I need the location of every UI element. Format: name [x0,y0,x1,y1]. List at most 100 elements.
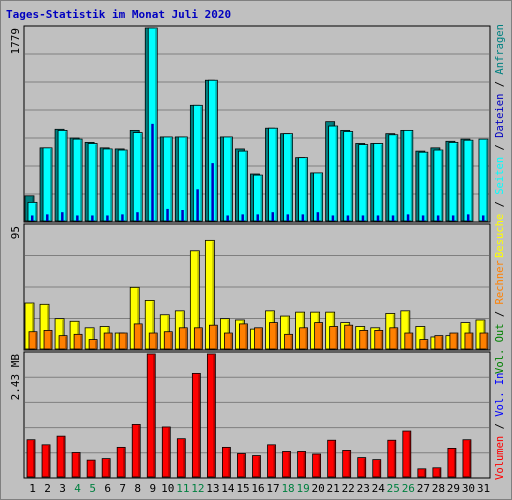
rechner-bar [449,332,459,350]
rechner-bar-shade [395,328,398,348]
legend-dateien: Dateien [494,94,506,138]
seiten-bar [421,215,425,221]
day-tick-label: 28 [432,482,445,495]
rechner-bar-shade [455,334,458,348]
volumen-bar-shade [93,461,95,476]
besuche-bar-shade [137,288,139,348]
seiten-bar [286,214,290,221]
volumen-bar [206,353,216,478]
volumen-bar [462,439,472,478]
seiten-bar [106,215,109,221]
day-tick-label: 30 [462,482,475,495]
seiten-bar [376,215,380,221]
day-tick-label: 27 [417,482,430,495]
rechner-bar [178,327,188,350]
volumen-bar-shade [288,452,291,476]
seiten-bar [391,215,395,221]
day-tick-label: 17 [266,482,279,495]
rechner-bar [163,331,173,350]
day-tick-label: 7 [119,482,126,495]
rechner-bar-shade [320,323,323,348]
dateien-bar-shade [125,151,127,220]
legend-separator: / [494,75,506,94]
dateien-bar-shade [395,135,398,220]
seiten-bar [76,215,79,221]
volumen-bar [116,446,126,478]
day-tick-label: 20 [312,482,325,495]
day-tick-label: 13 [206,482,219,495]
rechner-bar [404,332,414,350]
rechner-bar-shade [65,336,67,348]
volumen-bar-shade [318,455,321,476]
volumen-bar [237,453,246,478]
top-max-label: 1779 [9,28,22,55]
volumen-bar [417,468,427,478]
dateien-bar-shade [410,131,413,220]
volumen-bar-shade [363,458,366,476]
volumen-bar-shade [378,460,381,476]
seiten-bar [31,215,34,221]
volumen-bar [191,372,201,478]
volumen-bar-shade [333,441,336,476]
volumen-bar-shade [213,355,215,476]
legend-volumen: Volumen [494,436,506,480]
volumen-bar [86,459,96,478]
rechner-bar [133,323,143,350]
volumen-bar [387,439,397,478]
seiten-bar [331,215,335,221]
dateien-bar-shade [470,141,473,220]
volumen-bar [342,450,352,478]
rechner-bar-shade [185,328,187,348]
volumen-bar [327,439,337,478]
volumen-bar [71,452,81,478]
seiten-bar [121,214,124,221]
volumen-bar-shade [243,454,246,476]
seiten-bar [466,214,470,221]
rechner-bar [28,331,38,350]
seiten-bar [451,215,455,221]
legend-besuche: Besuche [494,214,506,258]
volumen-bar [176,438,186,478]
day-tick-label: 12 [191,482,204,495]
volumen-bar [447,448,457,478]
rechner-bar [239,323,248,350]
dateien-bar-shade [230,137,233,220]
dateien-bar-shade [305,158,308,220]
rechner-bar-shade [485,334,488,348]
rechner-bar [103,332,113,350]
rechner-bar-shade [365,331,368,348]
volumen-bar [41,444,51,478]
legend-vol-out: Vol. Out [494,323,506,374]
day-tick-label: 19 [296,482,309,495]
rechner-bar-shade [50,331,52,348]
volumen-bar-shade [123,448,125,476]
day-tick-label: 4 [74,482,81,495]
rechner-bar [464,332,474,350]
volumen-bar [222,446,231,478]
legend-separator: / [494,138,506,157]
volumen-bar-shade [168,427,170,476]
rechner-bar-shade [110,334,112,348]
dateien-bar-shade [110,149,112,220]
volumen-bar [432,467,442,478]
rechner-bar [314,322,324,350]
rechner-bar [208,324,218,350]
dateien-bar-shade [380,144,383,220]
dateien-bar-shade [260,176,263,220]
seiten-bar [346,215,350,221]
seiten-bar [271,212,275,221]
besuche-bar-shade [62,319,64,348]
dateien-bar-shade [215,81,217,221]
volumen-bar-shade [153,355,155,476]
rechner-bar-shade [260,328,263,348]
volumen-bar-shade [33,440,35,476]
rechner-bar-shade [470,334,473,348]
dateien-bar-shade [455,143,458,220]
legend-anfragen: Anfragen [494,24,506,75]
rechner-bar-shade [125,334,127,348]
day-tick-label: 18 [281,482,294,495]
seiten-bar [181,210,184,221]
bottom-max-label: 2.43 MB [9,354,22,401]
legend-rechner: Rechner [494,260,506,304]
